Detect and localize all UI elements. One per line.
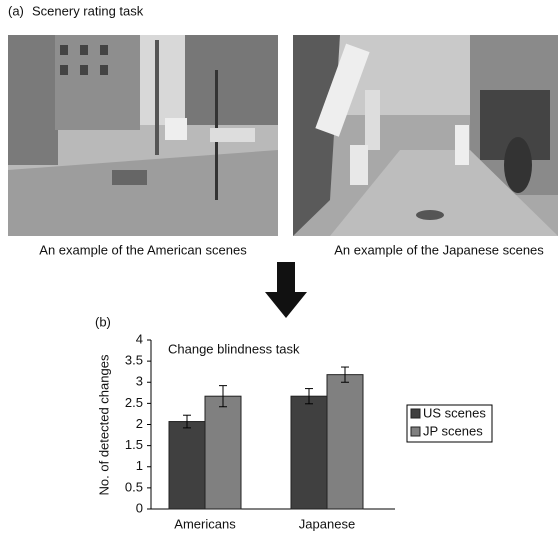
y-tick-label: 3	[136, 374, 143, 389]
american-photo	[8, 35, 278, 236]
panel-title: Scenery rating task	[32, 3, 144, 18]
y-tick-label: 3.5	[125, 353, 143, 368]
panel-label: (b)	[95, 314, 111, 329]
y-tick-label: 2.5	[125, 395, 143, 410]
caption: An example of the Japanese scenes	[334, 242, 544, 257]
x-tick-label: Americans	[174, 516, 236, 531]
bar	[291, 396, 327, 509]
y-tick-label: 0	[136, 500, 143, 515]
y-tick-label: 0.5	[125, 479, 143, 494]
bar	[169, 422, 205, 509]
y-tick-label: 1	[136, 458, 143, 473]
caption: An example of the American scenes	[39, 242, 247, 257]
bar	[327, 375, 363, 509]
figure: (a) Scenery rating task An example of th…	[0, 0, 558, 537]
y-tick-label: 2	[136, 416, 143, 431]
x-tick-label: Japanese	[299, 516, 355, 531]
arrow	[265, 262, 307, 318]
legend-label: US scenes	[423, 405, 486, 420]
y-axis-label: No. of detected changes	[96, 354, 111, 495]
legend-swatch	[411, 409, 420, 418]
y-tick-label: 4	[136, 331, 143, 346]
legend-label: JP scenes	[423, 423, 483, 438]
panel-label: (a)	[8, 3, 24, 18]
legend-swatch	[411, 427, 420, 436]
y-tick-label: 1.5	[125, 437, 143, 452]
japanese-photo	[293, 35, 558, 236]
bar	[205, 396, 241, 509]
chart-title: Change blindness task	[168, 341, 300, 356]
